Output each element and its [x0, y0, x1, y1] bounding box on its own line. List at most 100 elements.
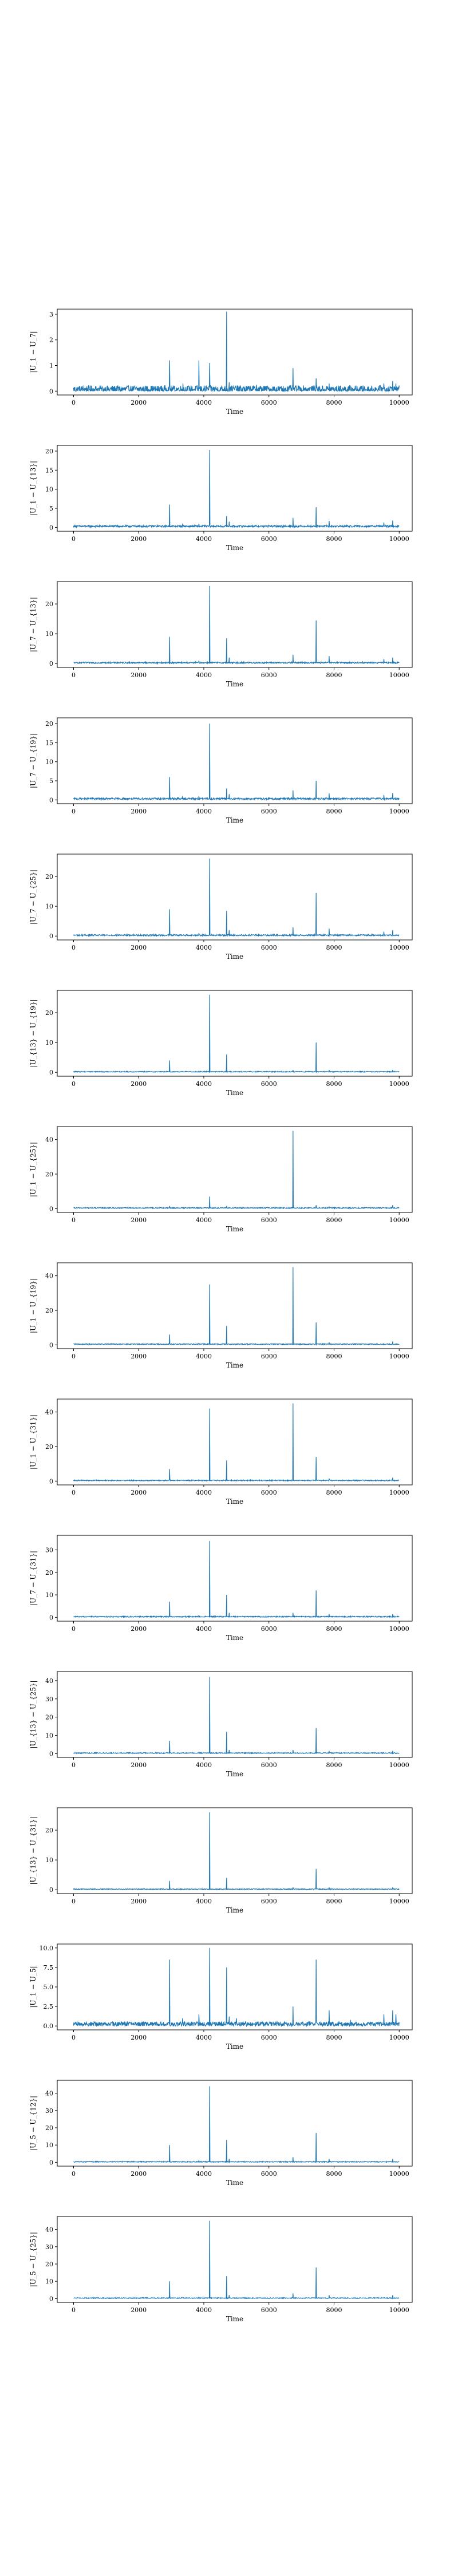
y-tick-label: 0: [49, 1614, 53, 1621]
x-tick-label: 8000: [326, 1489, 342, 1496]
axes-frame: [57, 581, 413, 668]
axes-frame: [57, 445, 413, 532]
y-tick-label: 20: [45, 1171, 53, 1178]
x-tick-label: 6000: [261, 535, 277, 543]
chart-9: 0 2000 4000 6000 8000 10000 0 20 40 Time |U_1 − U_…: [29, 1398, 413, 1506]
axes-frame: [57, 1262, 413, 1349]
y-tick-label: 20: [45, 448, 53, 455]
axes-frame: [57, 2216, 413, 2303]
y-tick-label: 0: [49, 796, 53, 804]
y-tick-label: 2: [49, 337, 53, 344]
series-line: [73, 1267, 400, 1346]
y-tick-label: 10: [45, 903, 53, 910]
x-tick-label: 6000: [261, 1489, 277, 1496]
x-tick-label: 8000: [326, 1216, 342, 1224]
x-axis-label: Time: [226, 953, 243, 961]
axes-frame: [57, 717, 413, 804]
series-line: [73, 1947, 400, 2028]
axes-frame: [57, 2080, 413, 2167]
y-tick-label: 20: [45, 1009, 53, 1017]
x-tick-label: 0: [72, 399, 76, 406]
x-tick-label: 2000: [131, 671, 147, 679]
x-tick-label: 4000: [196, 671, 212, 679]
series-line: [73, 1540, 400, 1619]
x-tick-label: 2000: [131, 2306, 147, 2314]
x-tick-label: 4000: [196, 399, 212, 406]
x-tick-label: 10000: [389, 671, 409, 679]
chart-14: 0 2000 4000 6000 8000 10000 0 10 20 30 40 Time |U_5 …: [29, 2080, 413, 2187]
x-axis-label: Time: [226, 1770, 243, 1778]
chart-4: 0 2000 4000 6000 8000 10000 0 5 10 15 20 Time |U_7 −…: [29, 717, 413, 824]
x-tick-label: 10000: [389, 1489, 409, 1496]
chart-5: 0 2000 4000 6000 8000 10000 0 10 20 Time |U_7 − U_…: [29, 854, 413, 961]
y-tick-label: 0: [49, 524, 53, 531]
y-tick-label: 20: [45, 1443, 53, 1451]
x-tick-label: 2000: [131, 2034, 147, 2041]
x-tick-label: 8000: [326, 671, 342, 679]
x-tick-label: 0: [72, 1625, 76, 1633]
x-axis-label: Time: [226, 2042, 243, 2050]
x-tick-label: 8000: [326, 1080, 342, 1088]
y-tick-label: 20: [45, 873, 53, 880]
y-tick-label: 15: [45, 739, 53, 746]
x-axis-label: Time: [226, 1361, 243, 1369]
x-tick-label: 10000: [389, 2034, 409, 2041]
y-tick-label: 40: [45, 1273, 53, 1280]
x-tick-label: 8000: [326, 2306, 342, 2314]
y-tick-label: 40: [45, 1136, 53, 1144]
x-tick-label: 0: [72, 944, 76, 951]
y-axis-label: |U_1 − U_7|: [29, 331, 37, 373]
series-line: [73, 723, 400, 801]
chart-8: 0 2000 4000 6000 8000 10000 0 20 40 Time |U_1 − U_…: [29, 1262, 413, 1369]
x-axis-label: Time: [226, 680, 243, 688]
x-tick-label: 10000: [389, 535, 409, 543]
y-tick-label: 5: [49, 777, 53, 785]
x-tick-label: 6000: [261, 1216, 277, 1224]
series-line: [73, 586, 400, 665]
y-axis-label: |U_5 − U_{12}|: [29, 2096, 37, 2151]
x-axis-label: Time: [226, 1498, 243, 1506]
y-axis-label: |U_1 − U_{31}|: [29, 1415, 37, 1469]
x-tick-label: 6000: [261, 2034, 277, 2041]
chart-13: 0 2000 4000 6000 8000 10000 0.0 2.5 5.0 7.5 10.0 Ti…: [29, 1943, 413, 2050]
x-tick-label: 2000: [131, 1625, 147, 1633]
x-tick-label: 0: [72, 2170, 76, 2178]
x-tick-label: 8000: [326, 535, 342, 543]
x-tick-label: 4000: [196, 1761, 212, 1769]
y-tick-label: 10: [45, 2278, 53, 2285]
y-tick-label: 0: [49, 1069, 53, 1076]
x-tick-label: 6000: [261, 1353, 277, 1360]
y-tick-label: 0.0: [44, 2022, 54, 2030]
axes-frame: [57, 990, 413, 1077]
axes-frame: [57, 1671, 413, 1758]
x-tick-label: 4000: [196, 2034, 212, 2041]
x-tick-label: 0: [72, 808, 76, 815]
x-tick-label: 0: [72, 1080, 76, 1088]
y-tick-label: 30: [45, 2107, 53, 2115]
x-tick-label: 10000: [389, 944, 409, 951]
y-tick-label: 2.5: [44, 2003, 54, 2010]
series-line: [73, 1403, 400, 1483]
x-tick-label: 2000: [131, 808, 147, 815]
y-tick-label: 10.0: [40, 1945, 54, 1952]
y-tick-label: 10: [45, 758, 53, 766]
x-axis-label: Time: [226, 544, 243, 552]
x-axis-label: Time: [226, 816, 243, 824]
x-axis-label: Time: [226, 1906, 243, 1914]
x-tick-label: 6000: [261, 1898, 277, 1905]
x-axis-label: Time: [226, 408, 243, 416]
x-tick-label: 4000: [196, 2306, 212, 2314]
y-axis-label: |U_7 − U_{13}|: [29, 597, 37, 652]
x-tick-label: 10000: [389, 1898, 409, 1905]
x-tick-label: 10000: [389, 2170, 409, 2178]
y-tick-label: 0: [49, 1477, 53, 1485]
x-tick-label: 4000: [196, 2170, 212, 2178]
x-tick-label: 4000: [196, 1489, 212, 1496]
x-tick-label: 10000: [389, 808, 409, 815]
x-tick-label: 6000: [261, 2306, 277, 2314]
series-line: [73, 1677, 400, 1755]
x-tick-label: 6000: [261, 1625, 277, 1633]
y-tick-label: 20: [45, 1714, 53, 1721]
series-line: [73, 1131, 400, 1210]
